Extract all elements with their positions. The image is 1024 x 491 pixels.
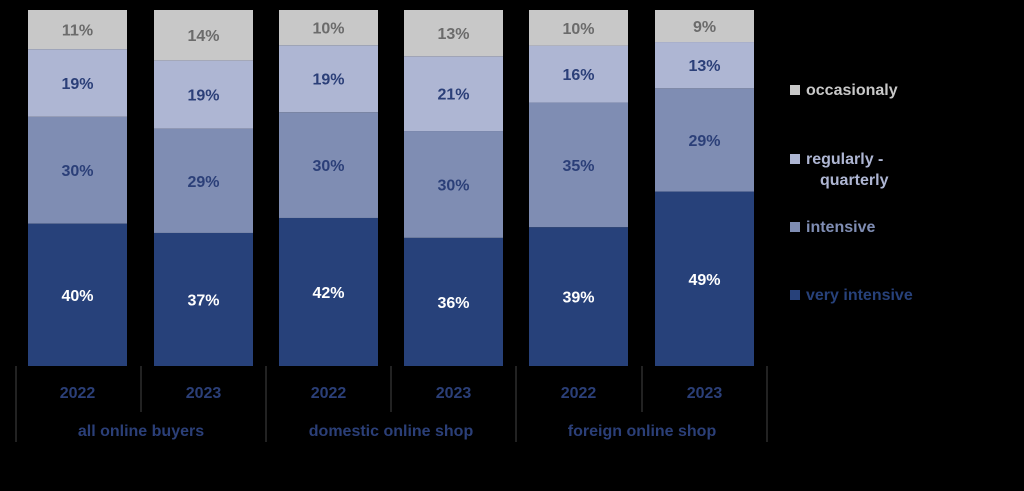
bar-segment xyxy=(279,10,378,46)
bar-segment xyxy=(404,10,503,57)
legend-label: regularly - quarterly xyxy=(806,151,889,189)
bar-segment xyxy=(28,223,127,366)
legend-swatch xyxy=(790,85,800,95)
x-group-label: foreign online shop xyxy=(568,423,717,440)
data-label: 11% xyxy=(62,23,93,40)
bar-segment xyxy=(28,49,127,117)
bar-segment xyxy=(655,42,754,89)
legend-item: very intensive xyxy=(790,285,913,306)
data-label: 29% xyxy=(187,174,219,191)
data-label: 30% xyxy=(437,177,469,194)
bar-segment xyxy=(404,237,503,366)
x-tick-label: 2023 xyxy=(436,385,472,402)
data-label: 30% xyxy=(312,158,344,175)
legend-swatch xyxy=(790,154,800,164)
legend-label: intensive xyxy=(806,219,876,236)
legend-swatch xyxy=(790,222,800,232)
stacked-bar-chart: 40% 30% 19% 11% 37% 29% 19% 14% 42% 30% 19% 10% 36% 3… xyxy=(15,10,768,442)
bar-segment xyxy=(529,10,628,46)
data-label: 16% xyxy=(562,67,594,84)
x-tick-label: 2022 xyxy=(561,385,597,402)
bar-segment xyxy=(404,131,503,238)
x-tick-label: 2023 xyxy=(186,385,222,402)
legend-item: intensive xyxy=(790,217,875,238)
x-group-label: all online buyers xyxy=(78,423,204,440)
data-label: 39% xyxy=(562,290,594,307)
bar-segment xyxy=(154,232,253,366)
bar-segment xyxy=(655,191,754,366)
legend-label: very intensive xyxy=(806,287,913,304)
data-label: 19% xyxy=(312,72,344,89)
x-tick-label: 2023 xyxy=(687,385,723,402)
bar-segment xyxy=(154,60,253,129)
data-label: 30% xyxy=(61,163,93,180)
bar-segment xyxy=(279,112,378,218)
x-tick-label: 2022 xyxy=(311,385,347,402)
legend-label: occasionaly xyxy=(806,82,898,99)
data-label: 13% xyxy=(437,26,469,43)
bar-segment xyxy=(28,10,127,50)
bar-segment xyxy=(279,217,378,366)
bar-segment xyxy=(529,102,628,228)
data-label: 40% xyxy=(61,288,93,305)
data-label: 21% xyxy=(437,87,469,104)
data-label: 19% xyxy=(187,88,219,105)
data-label: 10% xyxy=(312,21,344,38)
data-label: 29% xyxy=(688,133,720,150)
bar-segment xyxy=(404,56,503,132)
x-tick-label: 2022 xyxy=(60,385,96,402)
legend-item: regularly - quarterly xyxy=(790,149,888,191)
data-label: 13% xyxy=(688,58,720,75)
data-label: 10% xyxy=(562,21,594,38)
bar-segment xyxy=(154,128,253,233)
legend-item: occasionaly xyxy=(790,80,898,101)
bar-segment xyxy=(28,116,127,224)
data-label: 36% xyxy=(437,295,469,312)
bar-segment xyxy=(154,10,253,61)
data-label: 19% xyxy=(61,76,93,93)
legend-swatch xyxy=(790,290,800,300)
data-label: 9% xyxy=(693,19,716,36)
data-label: 14% xyxy=(187,28,219,45)
bar-segment xyxy=(529,227,628,366)
bar-segment xyxy=(655,10,754,43)
bar-segment xyxy=(655,88,754,192)
data-label: 49% xyxy=(688,272,720,289)
bar-segment xyxy=(529,45,628,103)
data-label: 37% xyxy=(187,292,219,309)
x-group-label: domestic online shop xyxy=(309,423,474,440)
data-label: 42% xyxy=(312,285,344,302)
bar-segment xyxy=(279,45,378,113)
data-label: 35% xyxy=(562,158,594,175)
